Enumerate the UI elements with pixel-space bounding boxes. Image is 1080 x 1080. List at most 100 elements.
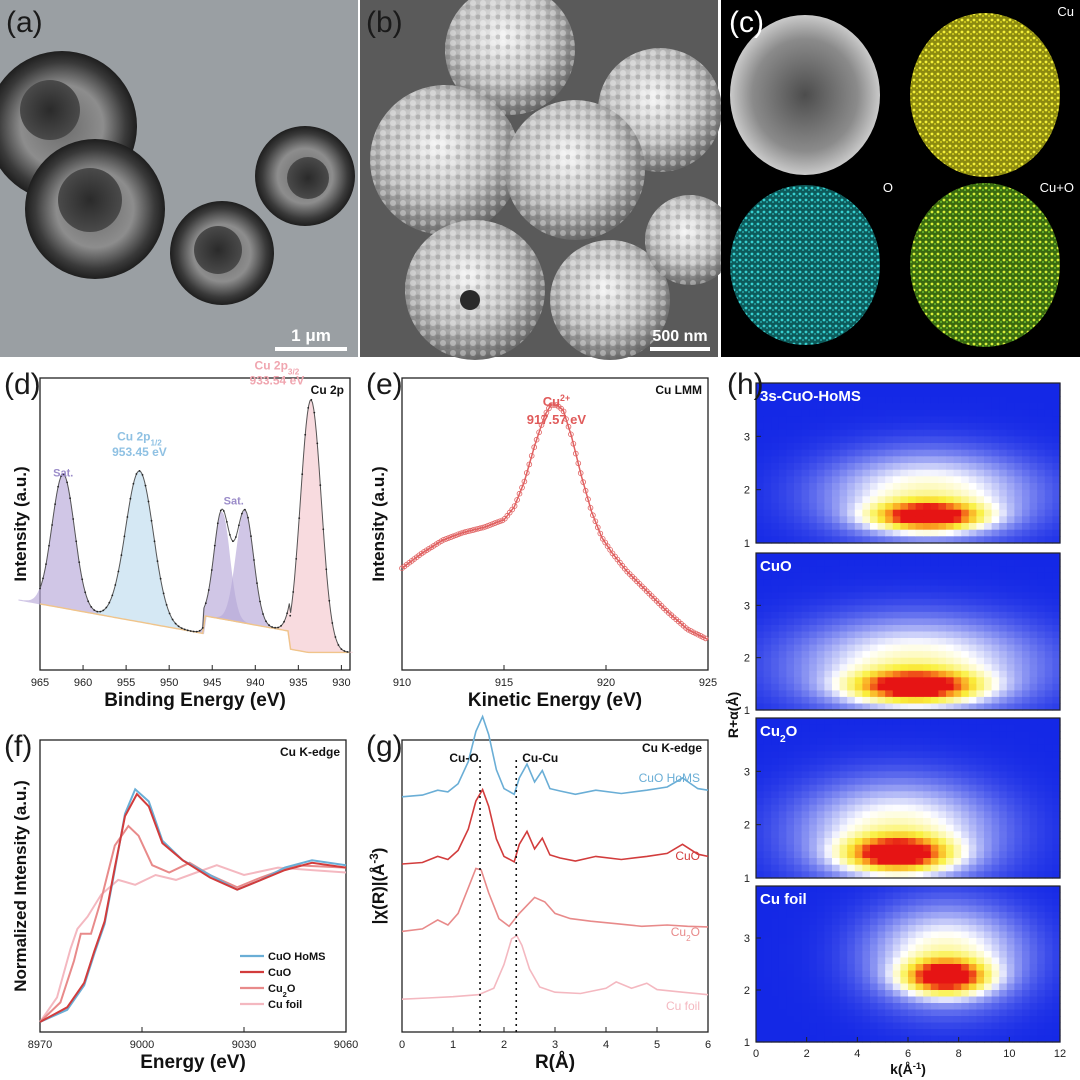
scalebar-a: [275, 347, 347, 351]
heat-cell: [946, 1009, 955, 1017]
heat-cell: [984, 983, 993, 991]
heat-cell: [1014, 516, 1023, 524]
heat-cell: [953, 592, 962, 600]
heat-cell: [991, 677, 1000, 685]
heat-cell: [946, 683, 955, 691]
heat-cell: [908, 1035, 917, 1043]
heat-cell: [938, 566, 947, 574]
x-tick-label: 9030: [232, 1039, 256, 1051]
heat-cell: [786, 516, 795, 524]
heat-cell: [900, 764, 909, 772]
heat-cell: [778, 585, 787, 593]
heat-cell: [847, 1022, 856, 1030]
heat-cell: [1037, 905, 1046, 913]
heat-cell: [900, 918, 909, 926]
heat-cell: [930, 449, 939, 457]
heat-cell: [1014, 764, 1023, 772]
heat-cell: [1006, 1035, 1015, 1043]
map-label-o: O: [883, 180, 893, 195]
heat-cell: [1044, 738, 1053, 746]
heat-cell: [756, 951, 765, 959]
heat-cell: [794, 598, 803, 606]
heat-cell: [756, 886, 765, 894]
heat-cell: [908, 738, 917, 746]
heat-cell: [801, 996, 810, 1004]
heat-cell: [930, 944, 939, 952]
heat-cell: [1029, 396, 1038, 404]
heat-cell: [847, 912, 856, 920]
heat-cell: [984, 996, 993, 1004]
heat-cell: [816, 523, 825, 531]
heat-cell: [778, 389, 787, 397]
heat-cell: [771, 703, 780, 711]
heat-cell: [1014, 618, 1023, 626]
heat-cell: [915, 864, 924, 872]
heat-cell: [794, 572, 803, 580]
heat-cell: [1037, 496, 1046, 504]
heat-cell: [854, 738, 863, 746]
heat-cell: [816, 423, 825, 431]
heat-cell: [786, 456, 795, 464]
x-tick-label: 935: [289, 677, 307, 689]
heat-cell: [968, 804, 977, 812]
data-point: [192, 630, 195, 633]
heat-cell: [938, 463, 947, 471]
heat-cell: [946, 784, 955, 792]
heat-cell: [877, 925, 886, 933]
heat-cell: [946, 778, 955, 786]
heat-cell: [1014, 463, 1023, 471]
heat-cell: [908, 523, 917, 531]
heat-cell: [946, 383, 955, 391]
heat-cell: [1006, 925, 1015, 933]
heat-cell: [786, 638, 795, 646]
heat-cell: [1022, 585, 1031, 593]
heat-cell: [794, 886, 803, 894]
heat-cell: [771, 886, 780, 894]
heat-cell: [900, 443, 909, 451]
heat-cell: [794, 918, 803, 926]
heat-cell: [946, 429, 955, 437]
heat-cell: [786, 618, 795, 626]
heat-cell: [1022, 831, 1031, 839]
heat-cell: [847, 509, 856, 517]
heat-cell: [763, 651, 772, 659]
heat-cell: [961, 703, 970, 711]
heat-cell: [832, 931, 841, 939]
heat-cell: [961, 463, 970, 471]
heat-cell: [1022, 864, 1031, 872]
heat-cell: [862, 516, 871, 524]
heat-cell: [968, 598, 977, 606]
heat-cell: [946, 449, 955, 457]
heat-cell: [1022, 523, 1031, 531]
heat-cell: [923, 523, 932, 531]
heat-cell: [930, 764, 939, 772]
heat-cell: [1022, 931, 1031, 939]
heat-cell: [915, 831, 924, 839]
heat-cell: [984, 529, 993, 537]
heat-cell: [1052, 1022, 1061, 1030]
heat-cell: [847, 964, 856, 972]
heat-cell: [1014, 851, 1023, 859]
heat-cell: [839, 977, 848, 985]
heat-cell: [923, 476, 932, 484]
heat-cell: [968, 631, 977, 639]
heat-cell: [892, 831, 901, 839]
heat-cell: [915, 449, 924, 457]
heat-cell: [794, 1022, 803, 1030]
heat-cell: [885, 838, 894, 846]
heat-cell: [870, 644, 879, 652]
heat-cell: [923, 503, 932, 511]
heat-cell: [1029, 824, 1038, 832]
heat-cell: [976, 925, 985, 933]
heat-cell: [1029, 469, 1038, 477]
heat-cell: [854, 436, 863, 444]
heat-cell: [946, 644, 955, 652]
heat-cell: [968, 811, 977, 819]
heat-cell: [953, 1016, 962, 1024]
heat-cell: [938, 618, 947, 626]
heat-cell: [946, 631, 955, 639]
heat-cell: [839, 489, 848, 497]
heat-cell: [930, 664, 939, 672]
